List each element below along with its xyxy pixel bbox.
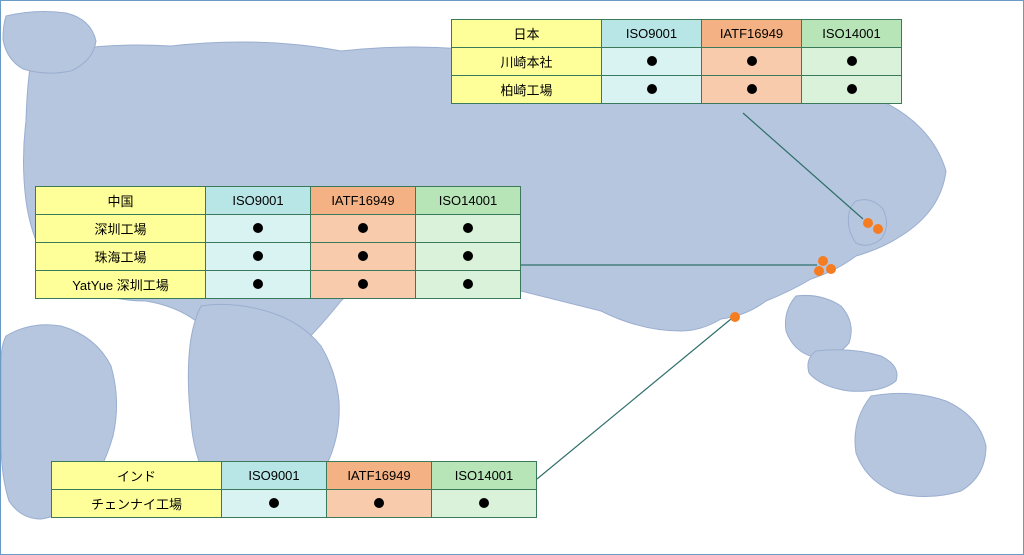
cert-cell <box>311 215 416 243</box>
table-header-row: 日本ISO9001IATF16949ISO14001 <box>452 20 902 48</box>
table-row: 珠海工場 <box>36 243 521 271</box>
cert-cell <box>432 490 537 518</box>
cert-header-iso9001: ISO9001 <box>206 187 311 215</box>
table-row: チェンナイ工場 <box>52 490 537 518</box>
site-label: 柏崎工場 <box>452 76 602 104</box>
check-dot-icon <box>747 56 757 66</box>
cert-cell <box>416 243 521 271</box>
location-marker-jp2 <box>873 224 883 234</box>
check-dot-icon <box>647 84 657 94</box>
cert-cell <box>206 271 311 299</box>
cert-cell <box>702 48 802 76</box>
check-dot-icon <box>463 251 473 261</box>
table-row: 川崎本社 <box>452 48 902 76</box>
cert-cell <box>416 215 521 243</box>
check-dot-icon <box>463 223 473 233</box>
cert-cell <box>222 490 327 518</box>
check-dot-icon <box>358 279 368 289</box>
region-header: 中国 <box>36 187 206 215</box>
site-label: チェンナイ工場 <box>52 490 222 518</box>
check-dot-icon <box>847 56 857 66</box>
check-dot-icon <box>269 498 279 508</box>
cert-table-china: 中国ISO9001IATF16949ISO14001深圳工場珠海工場YatYue… <box>35 186 521 299</box>
cert-header-iso9001: ISO9001 <box>222 462 327 490</box>
table-row: YatYue 深圳工場 <box>36 271 521 299</box>
check-dot-icon <box>253 279 263 289</box>
cert-cell <box>327 490 432 518</box>
cert-cell <box>602 48 702 76</box>
cert-cell <box>206 243 311 271</box>
location-marker-jp1 <box>863 218 873 228</box>
site-label: 深圳工場 <box>36 215 206 243</box>
site-label: YatYue 深圳工場 <box>36 271 206 299</box>
table-row: 深圳工場 <box>36 215 521 243</box>
check-dot-icon <box>374 498 384 508</box>
check-dot-icon <box>647 56 657 66</box>
cert-cell <box>602 76 702 104</box>
landmass-greenland <box>3 12 96 74</box>
check-dot-icon <box>253 223 263 233</box>
cert-header-iatf16949: IATF16949 <box>311 187 416 215</box>
cert-header-iso14001: ISO14001 <box>416 187 521 215</box>
check-dot-icon <box>747 84 757 94</box>
cert-header-iso14001: ISO14001 <box>802 20 902 48</box>
table-header-row: インドISO9001IATF16949ISO14001 <box>52 462 537 490</box>
cert-table-japan: 日本ISO9001IATF16949ISO14001川崎本社柏崎工場 <box>451 19 902 104</box>
cert-table-india: インドISO9001IATF16949ISO14001チェンナイ工場 <box>51 461 537 518</box>
check-dot-icon <box>253 251 263 261</box>
check-dot-icon <box>358 223 368 233</box>
region-header: 日本 <box>452 20 602 48</box>
cert-cell <box>206 215 311 243</box>
cert-header-iatf16949: IATF16949 <box>702 20 802 48</box>
table-row: 柏崎工場 <box>452 76 902 104</box>
region-header: インド <box>52 462 222 490</box>
infographic-container: 日本ISO9001IATF16949ISO14001川崎本社柏崎工場中国ISO9… <box>0 0 1024 555</box>
landmass-indonesia <box>808 350 897 392</box>
landmass-australia <box>855 393 986 496</box>
check-dot-icon <box>847 84 857 94</box>
cert-header-iso9001: ISO9001 <box>602 20 702 48</box>
location-marker-cn2 <box>826 264 836 274</box>
cert-cell <box>311 243 416 271</box>
table-header-row: 中国ISO9001IATF16949ISO14001 <box>36 187 521 215</box>
cert-cell <box>702 76 802 104</box>
cert-cell <box>802 48 902 76</box>
location-marker-in1 <box>730 312 740 322</box>
check-dot-icon <box>479 498 489 508</box>
check-dot-icon <box>358 251 368 261</box>
cert-cell <box>416 271 521 299</box>
check-dot-icon <box>463 279 473 289</box>
cert-header-iso14001: ISO14001 <box>432 462 537 490</box>
cert-cell <box>802 76 902 104</box>
site-label: 珠海工場 <box>36 243 206 271</box>
cert-cell <box>311 271 416 299</box>
landmass-se_asia <box>785 295 851 357</box>
location-marker-cn3 <box>814 266 824 276</box>
cert-header-iatf16949: IATF16949 <box>327 462 432 490</box>
site-label: 川崎本社 <box>452 48 602 76</box>
